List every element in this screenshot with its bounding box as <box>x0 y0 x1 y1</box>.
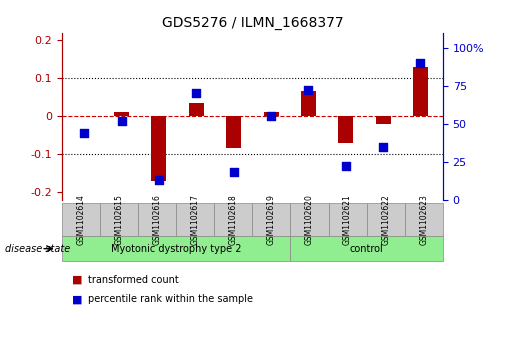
Text: percentile rank within the sample: percentile rank within the sample <box>88 294 252 305</box>
Text: GSM1102619: GSM1102619 <box>267 194 276 245</box>
Point <box>341 163 350 169</box>
Bar <box>338 116 353 143</box>
Text: ■: ■ <box>72 294 82 305</box>
Point <box>416 60 424 66</box>
Text: GSM1102623: GSM1102623 <box>419 194 428 245</box>
Bar <box>226 116 241 148</box>
Text: GSM1102621: GSM1102621 <box>343 194 352 245</box>
Text: ■: ■ <box>72 274 82 285</box>
Text: GSM1102620: GSM1102620 <box>305 194 314 245</box>
Text: GSM1102622: GSM1102622 <box>381 194 390 245</box>
Point <box>304 87 313 93</box>
Bar <box>151 116 166 181</box>
Point <box>379 144 387 150</box>
Text: GSM1102618: GSM1102618 <box>229 194 238 245</box>
Title: GDS5276 / ILMN_1668377: GDS5276 / ILMN_1668377 <box>162 16 343 30</box>
Bar <box>189 103 204 116</box>
Text: control: control <box>350 244 384 254</box>
Point <box>267 113 275 119</box>
Point <box>192 90 200 96</box>
Point <box>80 130 89 136</box>
Text: GSM1102617: GSM1102617 <box>191 194 200 245</box>
Text: GSM1102614: GSM1102614 <box>76 194 85 245</box>
Point <box>155 177 163 183</box>
Text: Myotonic dystrophy type 2: Myotonic dystrophy type 2 <box>111 244 242 254</box>
Text: GSM1102616: GSM1102616 <box>152 194 162 245</box>
Text: disease state: disease state <box>5 244 71 254</box>
Bar <box>413 67 428 116</box>
Text: transformed count: transformed count <box>88 274 178 285</box>
Bar <box>114 113 129 116</box>
Point <box>117 118 126 124</box>
Bar <box>301 91 316 116</box>
Point <box>230 170 238 175</box>
Text: GSM1102615: GSM1102615 <box>114 194 124 245</box>
Bar <box>264 113 279 116</box>
Bar <box>375 116 390 124</box>
